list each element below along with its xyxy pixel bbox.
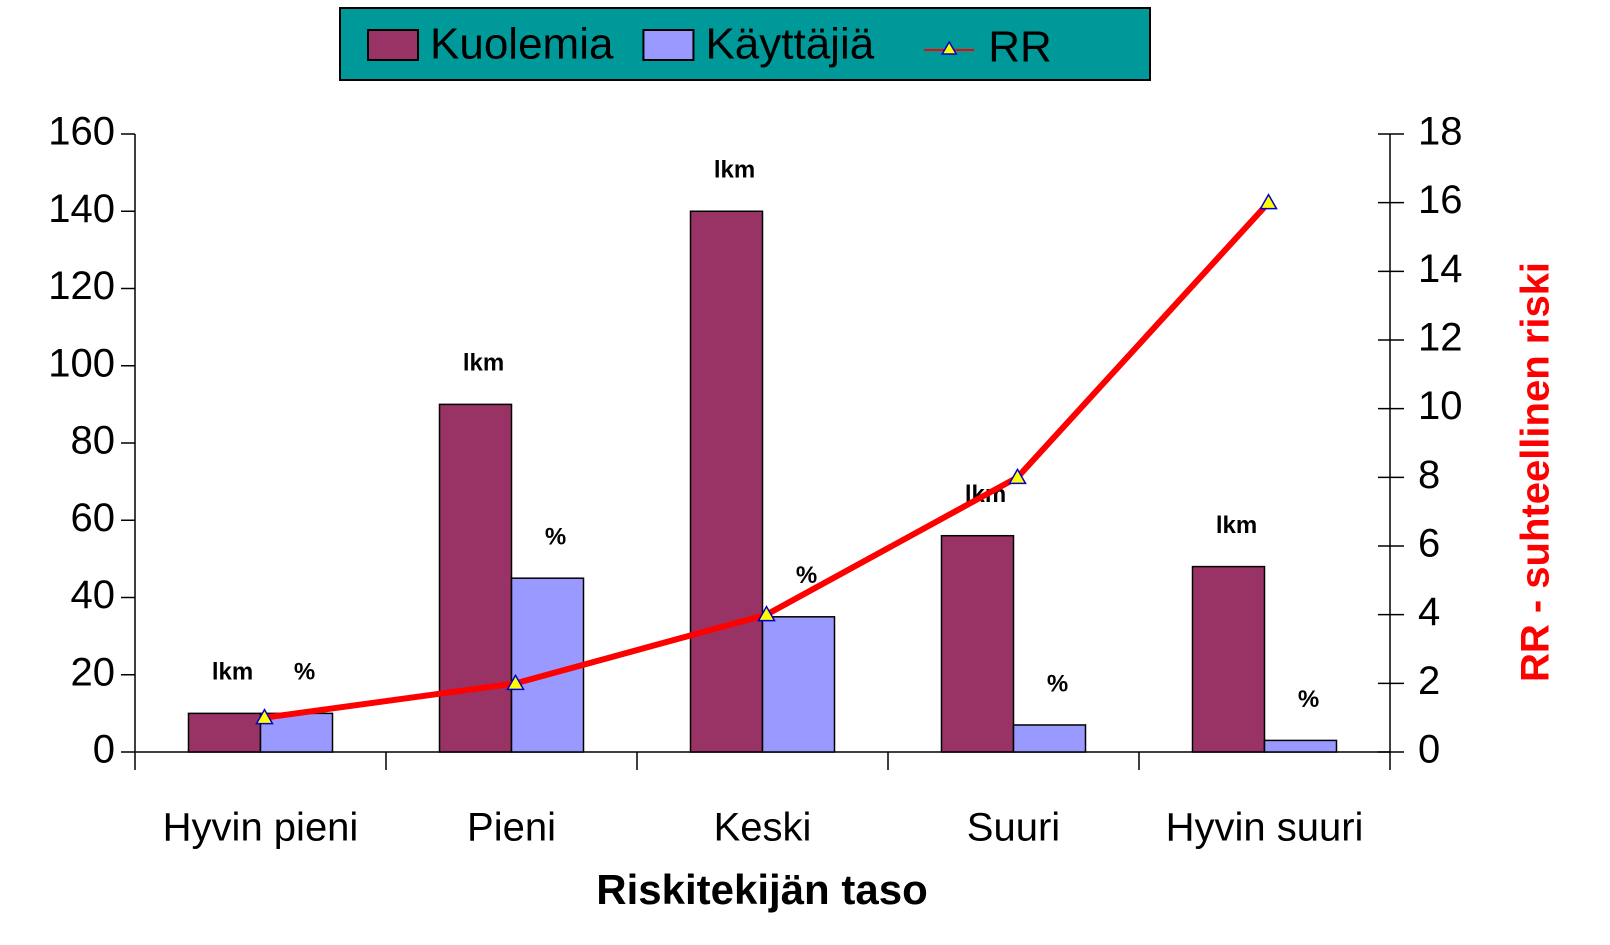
bar-label: % bbox=[545, 524, 566, 551]
y-tick-label: 40 bbox=[71, 573, 116, 617]
bar-label: lkm bbox=[714, 157, 755, 184]
rr-marker bbox=[506, 673, 525, 691]
bar bbox=[761, 616, 836, 753]
y-tick-label: 20 bbox=[71, 650, 116, 694]
bar-label: % bbox=[294, 659, 315, 686]
legend-swatch bbox=[367, 29, 419, 61]
rr-marker bbox=[1259, 193, 1278, 210]
bar bbox=[689, 210, 764, 753]
legend-marker bbox=[940, 40, 958, 55]
y2-tick-label: 4 bbox=[1418, 590, 1440, 634]
bar bbox=[1263, 739, 1338, 753]
x-tick-label: Keski bbox=[714, 806, 812, 850]
y2-tick-label: 16 bbox=[1418, 178, 1463, 222]
bar-label: % bbox=[796, 562, 817, 589]
rr-marker bbox=[255, 708, 274, 725]
bar-label: % bbox=[1047, 670, 1068, 697]
rr-marker bbox=[1008, 467, 1027, 485]
y2-tick-label: 18 bbox=[1418, 110, 1463, 154]
y-tick-label: 80 bbox=[71, 419, 116, 463]
legend-swatch bbox=[642, 29, 695, 61]
x-axis-label: Riskitekijän taso bbox=[596, 866, 927, 913]
bar-label: % bbox=[1298, 686, 1319, 713]
bar bbox=[1191, 565, 1266, 753]
y2-axis-label: RR - suhteellinen riski bbox=[1514, 262, 1558, 682]
bar bbox=[1012, 724, 1087, 753]
y-tick-label: 60 bbox=[71, 496, 116, 540]
y-tick-label: 140 bbox=[48, 187, 115, 231]
x-tick-label: Pieni bbox=[467, 806, 556, 850]
y2-tick-label: 14 bbox=[1418, 247, 1463, 291]
rr-marker bbox=[757, 605, 776, 622]
y-tick-label: 120 bbox=[48, 264, 115, 308]
bar-label: lkm bbox=[1216, 512, 1257, 539]
y2-tick-label: 12 bbox=[1418, 316, 1463, 360]
bar-label: lkm bbox=[212, 659, 253, 686]
y2-tick-label: 10 bbox=[1418, 384, 1463, 428]
bar bbox=[940, 534, 1015, 753]
y2-tick-label: 2 bbox=[1418, 659, 1440, 703]
bar bbox=[187, 712, 262, 753]
legend-box bbox=[339, 7, 1151, 81]
y2-tick-label: 6 bbox=[1418, 522, 1440, 566]
y-tick-label: 160 bbox=[48, 110, 115, 154]
y2-tick-label: 8 bbox=[1418, 453, 1440, 497]
y-tick-label: 100 bbox=[48, 341, 115, 385]
legend-label: Käyttäjiä bbox=[705, 20, 874, 69]
bar-label: lkm bbox=[463, 350, 504, 377]
x-tick-label: Hyvin suuri bbox=[1166, 806, 1364, 850]
legend-label: Kuolemia bbox=[430, 20, 614, 69]
x-tick-label: Hyvin pieni bbox=[163, 806, 359, 850]
legend-label: RR bbox=[988, 23, 1052, 72]
y-tick-label: 0 bbox=[93, 728, 115, 772]
bar bbox=[438, 403, 513, 753]
y2-tick-label: 0 bbox=[1418, 728, 1440, 772]
x-tick-label: Suuri bbox=[967, 806, 1060, 850]
